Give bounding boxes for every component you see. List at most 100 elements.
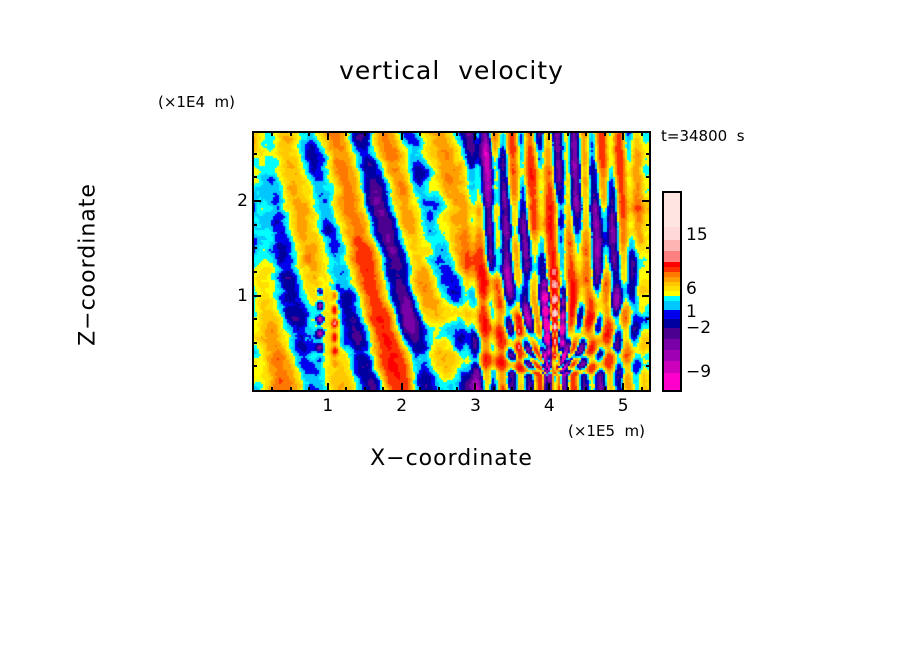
colorbar-band bbox=[664, 339, 680, 350]
colorbar-band bbox=[664, 272, 680, 277]
x-tick bbox=[585, 131, 588, 136]
colorbar-tick-label: 15 bbox=[686, 225, 708, 246]
x-tick bbox=[271, 387, 274, 392]
colorbar-tick-label: 6 bbox=[686, 279, 697, 300]
colorbar-band bbox=[664, 291, 680, 296]
x-tick-label: 2 bbox=[396, 396, 408, 416]
x-tick-label: 1 bbox=[322, 396, 334, 416]
y-tick bbox=[646, 176, 651, 179]
y-tick bbox=[252, 270, 257, 273]
x-tick bbox=[271, 131, 274, 136]
y-tick-label: 1 bbox=[237, 285, 248, 306]
x-tick bbox=[308, 131, 311, 136]
colorbar-band bbox=[664, 277, 680, 282]
y-tick bbox=[646, 247, 651, 250]
page-title: vertical velocity bbox=[339, 56, 564, 85]
x-tick bbox=[511, 387, 514, 392]
colorbar-band bbox=[664, 267, 680, 272]
y-axis-title: Z−coordinate bbox=[75, 183, 101, 346]
colorbar-band bbox=[664, 373, 680, 390]
x-tick bbox=[603, 131, 606, 136]
colorbar-band bbox=[664, 361, 680, 373]
plot-frame bbox=[252, 131, 651, 392]
x-tick bbox=[622, 131, 625, 140]
y-tick bbox=[252, 341, 257, 344]
colorbar-band bbox=[664, 350, 680, 361]
x-tick bbox=[492, 131, 495, 136]
y-tick bbox=[642, 294, 651, 297]
colorbar-band bbox=[664, 227, 680, 240]
x-tick bbox=[382, 387, 385, 392]
x-tick bbox=[308, 387, 311, 392]
y-tick bbox=[646, 223, 651, 226]
x-tick bbox=[363, 131, 366, 136]
x-tick-label: 5 bbox=[617, 396, 629, 416]
colorbar-tick-label: −2 bbox=[686, 317, 712, 338]
x-tick-label: 3 bbox=[470, 396, 481, 416]
y-tick bbox=[252, 294, 261, 297]
x-tick bbox=[400, 383, 403, 392]
x-tick bbox=[640, 387, 643, 392]
x-tick bbox=[419, 131, 422, 136]
x-tick bbox=[289, 131, 292, 136]
colorbar-band bbox=[664, 328, 680, 339]
colorbar-band bbox=[664, 286, 680, 291]
y-tick bbox=[252, 152, 257, 155]
x-tick bbox=[566, 387, 569, 392]
x-tick bbox=[474, 383, 477, 392]
colorbar-band bbox=[664, 282, 680, 286]
x-axis-unit-label: (×1E5 m) bbox=[568, 422, 645, 440]
x-tick bbox=[400, 131, 403, 140]
x-tick bbox=[419, 387, 422, 392]
y-tick bbox=[646, 341, 651, 344]
y-tick bbox=[646, 318, 651, 321]
x-tick bbox=[511, 131, 514, 136]
colorbar-band bbox=[664, 319, 680, 328]
colorbar-band bbox=[664, 251, 680, 262]
plot-area bbox=[252, 131, 651, 392]
y-tick bbox=[642, 200, 651, 203]
y-tick bbox=[252, 200, 261, 203]
y-tick bbox=[252, 318, 257, 321]
colorbar-band bbox=[664, 262, 680, 267]
y-axis-unit-label: (×1E4 m) bbox=[158, 93, 235, 111]
x-axis-title: X−coordinate bbox=[370, 446, 533, 471]
x-tick bbox=[566, 131, 569, 136]
y-tick bbox=[252, 365, 257, 368]
x-tick-label: 4 bbox=[543, 396, 555, 416]
x-tick bbox=[363, 387, 366, 392]
x-tick bbox=[622, 383, 625, 392]
colorbar-band bbox=[664, 301, 680, 310]
x-tick bbox=[529, 387, 532, 392]
x-tick bbox=[603, 387, 606, 392]
colorbar-tick-label: 1 bbox=[686, 301, 697, 322]
x-tick bbox=[456, 131, 459, 136]
y-tick bbox=[252, 176, 257, 179]
colorbar-band bbox=[664, 193, 680, 227]
x-tick bbox=[382, 131, 385, 136]
colorbar-band bbox=[664, 240, 680, 251]
x-tick bbox=[492, 387, 495, 392]
timestamp-annotation: t=34800 s bbox=[661, 127, 745, 145]
colorbar-tick-labels: 15 6 1 −2 −9 bbox=[686, 191, 756, 392]
x-tick bbox=[345, 387, 348, 392]
y-tick bbox=[252, 223, 257, 226]
y-tick bbox=[646, 365, 651, 368]
y-tick-label: 2 bbox=[237, 191, 248, 212]
x-tick bbox=[585, 387, 588, 392]
y-tick bbox=[646, 270, 651, 273]
x-tick bbox=[437, 387, 440, 392]
colorbar bbox=[662, 191, 682, 392]
colorbar-band bbox=[664, 310, 680, 319]
x-tick bbox=[437, 131, 440, 136]
x-tick bbox=[548, 131, 551, 140]
x-tick bbox=[326, 131, 329, 140]
contour-field bbox=[254, 133, 649, 390]
x-tick bbox=[456, 387, 459, 392]
y-tick bbox=[646, 152, 651, 155]
x-tick bbox=[640, 131, 643, 136]
y-tick bbox=[252, 247, 257, 250]
x-tick bbox=[326, 383, 329, 392]
